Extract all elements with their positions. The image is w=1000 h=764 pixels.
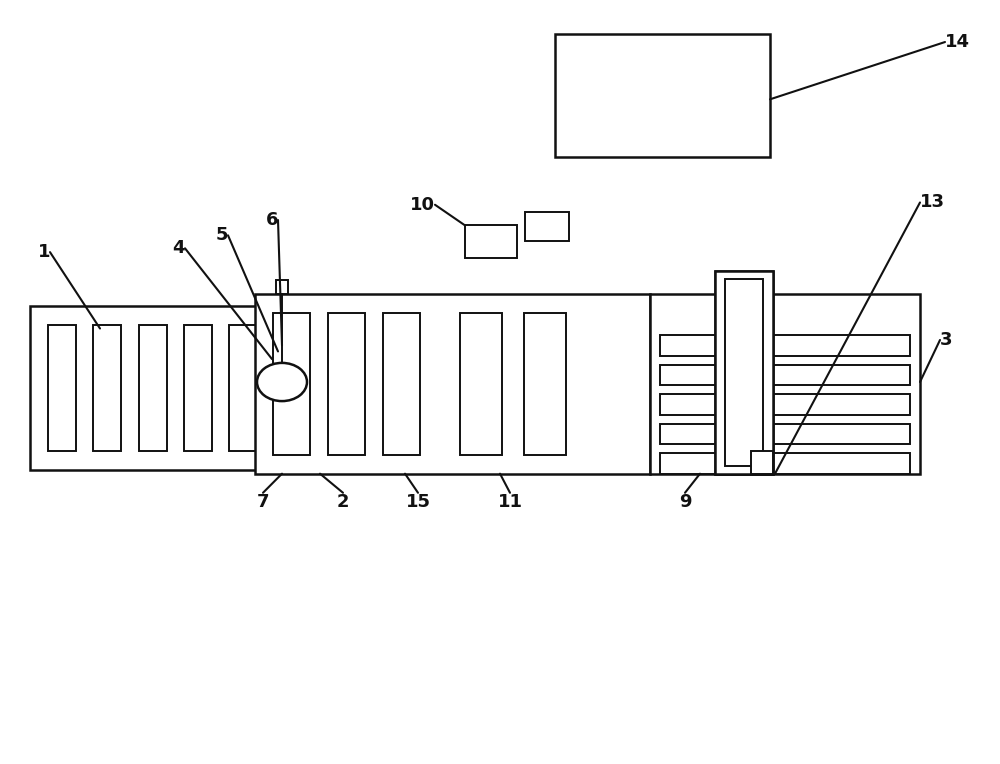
Bar — [229, 325, 258, 451]
Bar — [725, 279, 763, 466]
Bar — [255, 294, 650, 474]
Text: 14: 14 — [945, 33, 970, 51]
Bar — [30, 306, 275, 470]
Text: 13: 13 — [920, 193, 945, 212]
Bar — [660, 453, 910, 474]
Bar — [524, 313, 566, 455]
Bar — [715, 271, 773, 474]
Bar — [328, 313, 365, 455]
Bar — [555, 34, 770, 157]
Bar — [660, 424, 910, 445]
Text: 5: 5 — [216, 226, 228, 244]
Bar — [93, 325, 121, 451]
Text: 15: 15 — [406, 493, 430, 511]
Bar — [525, 212, 569, 241]
Bar — [273, 313, 310, 455]
Bar — [660, 364, 910, 385]
Text: 9: 9 — [679, 493, 691, 511]
Text: 7: 7 — [257, 493, 269, 511]
Bar — [184, 325, 212, 451]
Text: 1: 1 — [38, 243, 50, 261]
Bar — [715, 271, 773, 474]
Text: 6: 6 — [266, 211, 278, 229]
Bar — [48, 325, 76, 451]
Text: 4: 4 — [173, 239, 185, 257]
Bar — [383, 313, 420, 455]
Text: 11: 11 — [498, 493, 522, 511]
Circle shape — [257, 363, 307, 401]
Text: 3: 3 — [940, 331, 952, 349]
Text: 10: 10 — [410, 196, 435, 214]
Bar — [751, 451, 773, 474]
Text: 2: 2 — [337, 493, 349, 511]
Bar — [660, 394, 910, 415]
Bar — [460, 313, 502, 455]
Bar — [465, 225, 517, 258]
Bar — [660, 335, 910, 356]
Bar — [650, 294, 920, 474]
Bar — [276, 280, 288, 294]
Bar — [138, 325, 166, 451]
